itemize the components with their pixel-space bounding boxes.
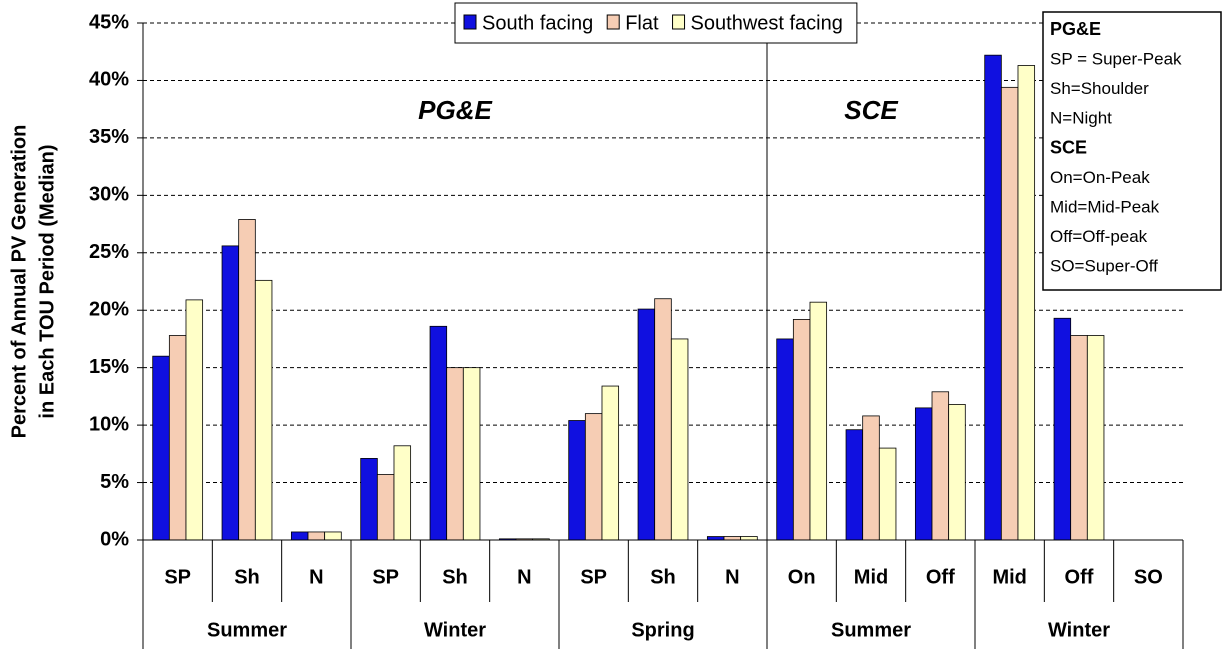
- bar: [845, 429, 864, 541]
- bar: [254, 279, 273, 541]
- bar: [878, 447, 897, 541]
- bar: [1053, 317, 1072, 541]
- notes-line: SO=Super-Off: [1050, 256, 1158, 275]
- notes-line: SP = Super-Peak: [1050, 49, 1182, 68]
- group-label: Winter: [424, 619, 486, 641]
- x-tick-label: SP: [580, 566, 607, 588]
- group-label: Summer: [207, 619, 287, 641]
- bar: [1000, 86, 1019, 541]
- x-tick-label: Off: [1065, 566, 1094, 588]
- group-label: Winter: [1048, 619, 1110, 641]
- x-tick-label: SP: [372, 566, 399, 588]
- bar: [1017, 65, 1036, 541]
- group-label: Summer: [831, 619, 911, 641]
- notes-box: [1042, 11, 1222, 291]
- bar: [152, 355, 170, 541]
- legend-label: Southwest facing: [691, 12, 843, 34]
- notes-line: On=On-Peak: [1050, 168, 1150, 187]
- bar: [429, 325, 448, 541]
- y-axis-label: in Each TOU Period (Median): [36, 144, 58, 418]
- bar: [324, 531, 342, 541]
- bar: [307, 531, 326, 541]
- x-tick-label: Sh: [442, 566, 468, 588]
- legend-box: [454, 2, 858, 44]
- x-tick-label: SO: [1134, 566, 1163, 588]
- notes-line: Sh=Shoulder: [1050, 79, 1149, 98]
- y-tick-label: 20%: [89, 299, 129, 321]
- bar: [862, 415, 880, 541]
- x-tick-label: On: [788, 566, 816, 588]
- bar: [446, 367, 464, 541]
- region-label: SCE: [844, 95, 898, 125]
- bar: [654, 298, 672, 541]
- bar: [568, 420, 586, 541]
- x-tick-label: N: [725, 566, 739, 588]
- bar: [809, 301, 828, 541]
- bar: [185, 299, 204, 541]
- legend-label: Flat: [625, 12, 659, 34]
- legend-label: South facing: [482, 12, 593, 34]
- y-tick-label: 15%: [89, 356, 129, 378]
- y-tick-label: 30%: [89, 184, 129, 206]
- x-tick-label: Mid: [992, 566, 1026, 588]
- y-axis-label: Percent of Annual PV Generation: [8, 125, 30, 439]
- bar: [914, 407, 933, 541]
- bar: [706, 536, 725, 541]
- y-tick-label: 5%: [100, 471, 129, 493]
- notes-line: Mid=Mid-Peak: [1050, 197, 1160, 216]
- x-tick-label: N: [517, 566, 531, 588]
- bar: [931, 391, 950, 541]
- bar: [1086, 335, 1105, 541]
- bar: [670, 338, 689, 541]
- legend-swatch: [606, 14, 620, 30]
- bar: [984, 54, 1002, 541]
- group-label: Spring: [631, 619, 694, 641]
- y-tick-label: 0%: [100, 528, 129, 550]
- bar: [740, 536, 758, 541]
- y-tick-label: 40%: [89, 69, 129, 91]
- bar: [168, 335, 187, 541]
- notes-line: Off=Off-peak: [1050, 227, 1148, 246]
- bar: [776, 338, 794, 541]
- bar: [221, 245, 240, 541]
- bar: [601, 385, 620, 541]
- x-tick-label: Mid: [854, 566, 888, 588]
- bar: [360, 458, 378, 541]
- x-tick-label: Sh: [234, 566, 260, 588]
- bar: [948, 404, 966, 541]
- y-tick-label: 10%: [89, 413, 129, 435]
- bar: [637, 308, 656, 541]
- notes-heading: SCE: [1050, 137, 1087, 157]
- bar: [584, 413, 603, 541]
- bar: [376, 474, 395, 541]
- y-tick-label: 45%: [89, 11, 129, 33]
- legend-swatch: [672, 14, 686, 30]
- notes-heading: PG&E: [1050, 19, 1101, 39]
- bar: [238, 219, 256, 541]
- bar: [290, 531, 309, 541]
- notes-line: N=Night: [1050, 108, 1112, 127]
- y-tick-label: 25%: [89, 241, 129, 263]
- legend-swatch: [463, 14, 477, 30]
- bar: [393, 445, 412, 541]
- y-tick-label: 35%: [89, 126, 129, 148]
- x-tick-label: SP: [164, 566, 191, 588]
- x-tick-label: N: [309, 566, 323, 588]
- bar: [462, 367, 481, 541]
- x-tick-label: Sh: [650, 566, 676, 588]
- x-tick-label: Off: [926, 566, 955, 588]
- bar: [792, 319, 811, 541]
- bar: [723, 536, 742, 541]
- region-label: PG&E: [418, 95, 492, 125]
- bar: [1070, 335, 1088, 541]
